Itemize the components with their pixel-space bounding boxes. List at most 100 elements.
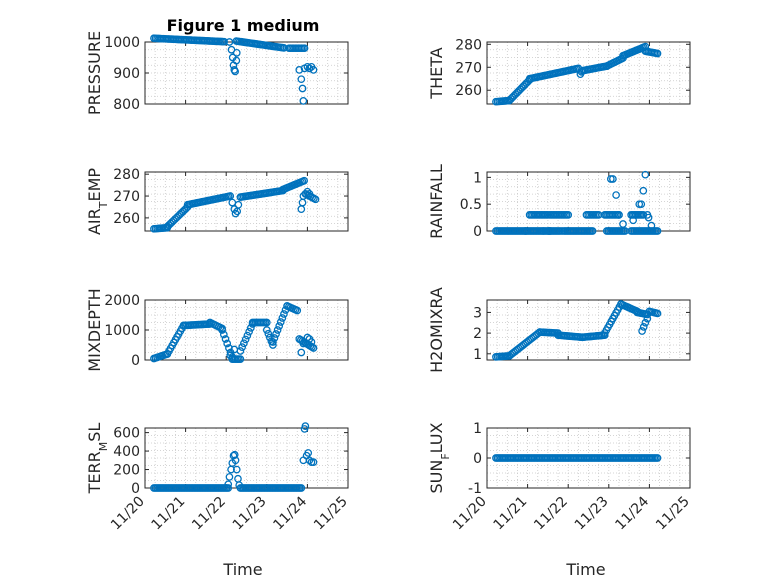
data-point [300, 176, 309, 185]
data-point [273, 326, 282, 334]
data-point [218, 326, 226, 334]
data-point [297, 484, 306, 492]
data-point [609, 175, 617, 183]
subplot-h2omixra: 1 2 3 H2OMIXRA [427, 287, 691, 373]
x-tick-label: 11/23 [572, 494, 612, 534]
data-point [639, 323, 648, 331]
y-tick-label: 260 [113, 211, 140, 227]
data-point [639, 186, 648, 195]
data-point [228, 198, 237, 207]
series-markers [150, 176, 320, 233]
x-tick-label: 11/21 [149, 494, 189, 534]
data-point [303, 333, 312, 342]
x-tick-label: 11/23 [230, 494, 270, 534]
data-point [276, 318, 285, 326]
data-point [262, 318, 271, 327]
data-point [264, 329, 273, 338]
series-markers [150, 422, 318, 492]
y-tick-label: 900 [113, 66, 140, 82]
series-markers [492, 454, 662, 462]
y-tick-label: 0.5 [460, 197, 482, 213]
y-tick-label: -1 [468, 481, 482, 497]
x-tick-label: 11/25 [653, 494, 693, 534]
data-point [641, 318, 650, 327]
grid [486, 171, 691, 232]
y-axis-label: PRESSURE [85, 31, 104, 115]
x-tick-label: 11/24 [270, 493, 310, 533]
data-point [653, 49, 662, 58]
y-tick-label: 200 [113, 463, 140, 479]
data-point [293, 306, 302, 315]
data-point [232, 48, 241, 57]
data-point [243, 331, 252, 340]
y-tick-label: 270 [113, 189, 140, 205]
data-point [234, 474, 242, 483]
data-point [278, 314, 287, 322]
data-point [226, 351, 235, 360]
data-point [234, 200, 243, 209]
data-point [298, 198, 307, 207]
data-point [615, 211, 623, 219]
y-axis-label: TERRMSL [85, 423, 110, 495]
subplot-rainfall: 0 0.5 1 RAINFALL [427, 164, 691, 240]
data-point [231, 67, 239, 76]
data-point [270, 334, 279, 342]
axes-box [144, 171, 349, 232]
data-point [245, 327, 253, 336]
y-tick-label: 1 [473, 347, 482, 363]
data-point [230, 345, 239, 354]
subplot-terr-msl: 0 200 400 600 11/20 11/21 11/22 11/23 11/24 11/25… [85, 422, 351, 534]
data-point [577, 68, 586, 76]
data-point [275, 322, 284, 330]
data-point [653, 227, 662, 235]
data-point [305, 456, 314, 465]
data-point [295, 66, 304, 74]
y-tick-label: 2000 [104, 293, 140, 309]
data-point [223, 339, 232, 348]
y-tick-label: 1000 [104, 323, 140, 339]
x-tick-label: 11/21 [491, 494, 531, 534]
y-tick-label: 0 [473, 451, 482, 467]
grid [144, 41, 349, 105]
y-tick-label: 0 [473, 224, 482, 240]
x-tick-label: 11/20 [450, 494, 490, 534]
y-tick-label: 280 [455, 37, 482, 53]
y-tick-label: 600 [113, 426, 140, 442]
series-markers [492, 170, 662, 235]
data-point [305, 64, 314, 73]
series-markers [150, 34, 318, 105]
x-tick-label: 11/22 [531, 494, 571, 534]
grid [144, 427, 349, 489]
data-point [269, 341, 277, 349]
data-point [298, 84, 307, 93]
y-tick-label: 1 [473, 170, 482, 186]
y-axis-label: RAINFALL [427, 164, 446, 239]
data-point [236, 355, 245, 363]
data-point [643, 314, 652, 323]
y-axis-label: SUNFLUX [427, 422, 452, 493]
data-point [229, 451, 238, 460]
data-point [311, 195, 320, 204]
data-point [638, 327, 646, 335]
x-axis-label-right: Time [565, 560, 605, 579]
data-point [225, 38, 234, 46]
data-point [304, 449, 313, 457]
data-point [641, 170, 650, 179]
data-point [297, 348, 306, 357]
y-axis-label: THETA [427, 47, 446, 99]
data-point [546, 227, 554, 235]
data-point [303, 62, 312, 71]
data-point [629, 216, 638, 225]
y-tick-label: 260 [455, 83, 482, 99]
data-point [307, 338, 316, 346]
y-tick-label: 0 [131, 481, 140, 497]
data-point [224, 480, 233, 489]
data-point [300, 44, 309, 53]
data-point [269, 338, 277, 346]
y-tick-label: 3 [473, 305, 482, 321]
